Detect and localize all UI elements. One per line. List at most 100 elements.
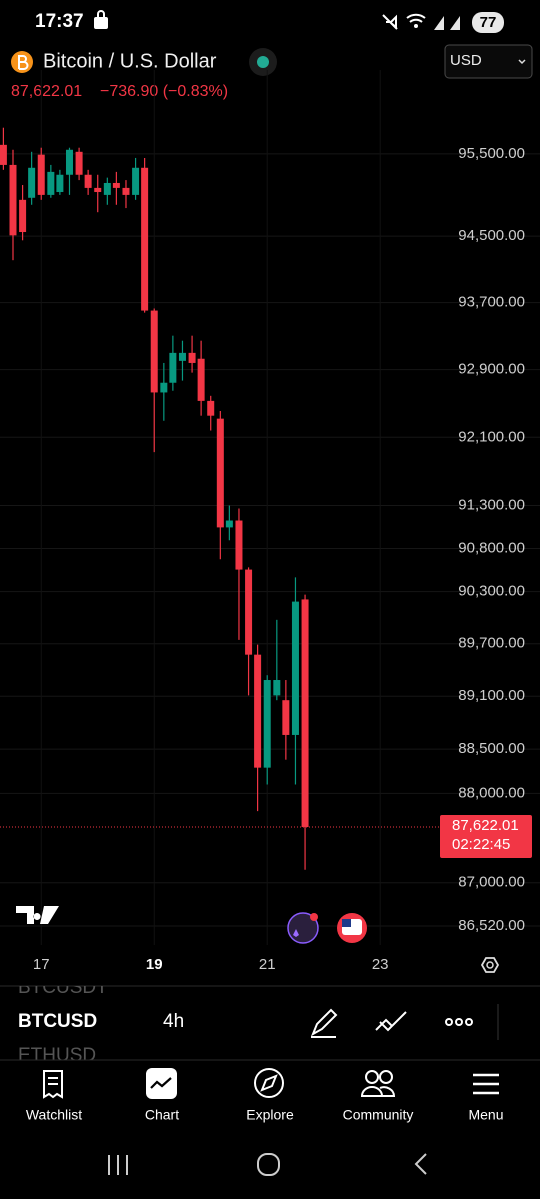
price-change: −736.90 (−0.83%) <box>100 83 228 100</box>
chevron <box>518 59 526 65</box>
symbol-name: Bitcoin / U.S. Dollar <box>43 50 217 72</box>
interval[interactable]: 4h <box>163 1011 184 1032</box>
market-status-dot <box>257 56 269 68</box>
sparkle <box>293 929 299 937</box>
clock: 17:37 <box>35 11 84 32</box>
candle-body <box>216 418 224 528</box>
candle-body <box>75 151 83 175</box>
nav-icon <box>365 1070 379 1084</box>
nav-watchlist[interactable]: Watchlist <box>26 1070 82 1123</box>
nav-explore[interactable]: Explore <box>246 1068 294 1123</box>
settings-icon[interactable] <box>480 957 500 973</box>
y-tick-label: 90,800.00 <box>458 539 525 556</box>
candle-body <box>132 167 140 195</box>
currency-select[interactable] <box>444 44 533 79</box>
lock-icon <box>94 10 108 29</box>
symbol-option[interactable]: BTCUSDT <box>18 977 108 998</box>
y-tick-label: 86,520.00 <box>458 917 525 934</box>
symbol-option[interactable]: ETHUSD <box>18 1045 96 1066</box>
candle-body <box>0 144 7 165</box>
indicators-tool[interactable] <box>375 1011 407 1032</box>
candle-body <box>160 382 168 393</box>
more-tool[interactable] <box>445 1018 473 1026</box>
back-button[interactable] <box>414 1153 427 1175</box>
symbol-current[interactable]: BTCUSD <box>18 1011 97 1032</box>
nav-icon <box>473 1073 499 1095</box>
y-tick-label: 94,500.00 <box>458 227 525 244</box>
candle-body <box>188 352 196 363</box>
y-tick-label: 92,900.00 <box>458 361 525 378</box>
candle-body <box>56 174 64 193</box>
candle-body <box>9 164 17 236</box>
nav-label[interactable]: Community <box>343 1107 414 1123</box>
price-tag-label: 87,622.01 <box>452 817 519 834</box>
candle-body <box>291 601 299 735</box>
nav-icon <box>379 1070 393 1084</box>
candle-body <box>103 182 111 195</box>
price-tag <box>440 815 532 859</box>
nav-icon <box>254 1068 284 1098</box>
y-tick-label: 91,300.00 <box>458 496 525 513</box>
candle-body <box>94 187 102 193</box>
candle-body <box>254 654 262 768</box>
candle-body <box>112 182 120 188</box>
battery-level: 77 <box>480 14 497 31</box>
recents-button[interactable] <box>108 1155 128 1175</box>
draw-tool[interactable] <box>311 1008 338 1038</box>
x-tick-label: 17 <box>33 956 50 973</box>
candle-body <box>282 700 290 735</box>
candle-body <box>225 520 233 528</box>
nav-icon <box>146 1068 177 1099</box>
y-tick-label: 88,000.00 <box>458 784 525 801</box>
y-tick-label: 89,100.00 <box>458 687 525 704</box>
candle-body <box>273 680 281 696</box>
candle-body <box>235 520 243 570</box>
currency[interactable]: USD <box>450 52 482 69</box>
settings-dot <box>486 961 494 969</box>
candle-body <box>65 149 73 175</box>
y-tick-label: 95,500.00 <box>458 145 525 162</box>
nav-menu[interactable]: Menu <box>468 1073 504 1123</box>
y-tick-label: 93,700.00 <box>458 294 525 311</box>
status-icons <box>382 13 460 30</box>
candle-body <box>141 167 149 311</box>
y-tick-label: 88,500.00 <box>458 740 525 757</box>
nav-label[interactable]: Chart <box>145 1107 179 1123</box>
candle-body <box>207 400 215 416</box>
nav-label[interactable]: Watchlist <box>26 1107 82 1123</box>
nav-chart[interactable]: Chart <box>145 1068 179 1123</box>
candle-body <box>28 167 36 198</box>
x-tick-label: 19 <box>146 956 163 973</box>
chart: 95,500.00 94,500.00 93,700.00 92,900.00 92,1… <box>0 70 540 973</box>
x-tick-label: 23 <box>372 956 389 973</box>
nav-label[interactable]: Menu <box>468 1107 503 1123</box>
price-tag-countdown: 02:22:45 <box>452 836 510 853</box>
candle-body <box>169 352 177 383</box>
nav-glyph <box>260 1074 278 1092</box>
flag-canton <box>342 919 351 927</box>
symbol-picker[interactable]: BTCUSDT BTCUSD ETHUSD <box>18 977 108 1066</box>
candle-body <box>47 171 55 195</box>
home-button[interactable] <box>257 1153 280 1176</box>
badge <box>310 913 318 921</box>
x-tick-label: 21 <box>259 956 276 973</box>
coin-glyph <box>18 55 29 70</box>
candle-body <box>178 352 186 361</box>
candle-body <box>37 154 45 195</box>
y-tick-label: 92,100.00 <box>458 428 525 445</box>
tv-logo <box>16 906 59 924</box>
nav-glyph <box>150 1077 172 1089</box>
candle-body <box>122 187 130 195</box>
candle-body <box>84 174 92 188</box>
candle-body <box>301 599 309 828</box>
candle-body <box>245 569 253 655</box>
y-tick-label: 89,700.00 <box>458 635 525 652</box>
candle-body <box>197 358 205 401</box>
nav-community[interactable]: Community <box>343 1070 414 1123</box>
nav-icon <box>43 1070 63 1099</box>
candle-body <box>263 680 271 768</box>
nav-label[interactable]: Explore <box>246 1107 294 1123</box>
